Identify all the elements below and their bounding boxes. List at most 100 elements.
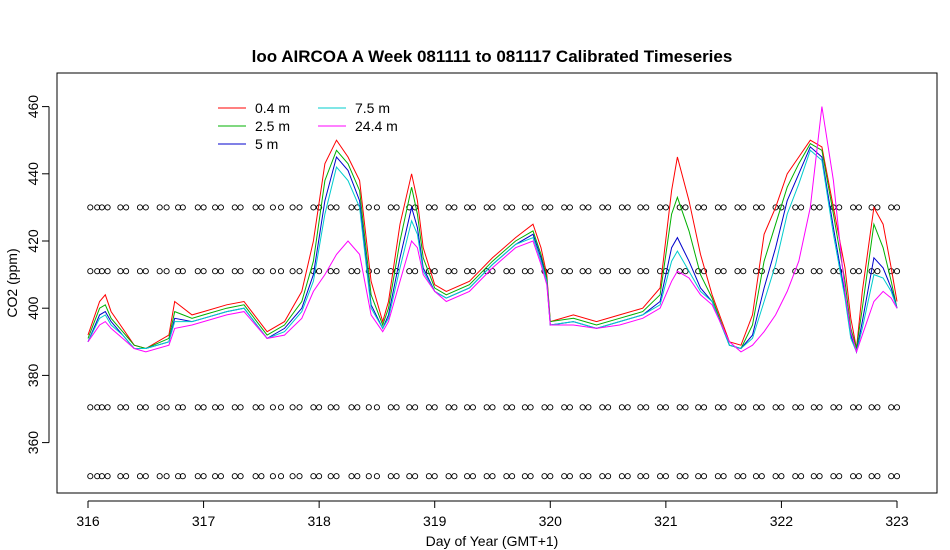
reference-marker-411-45 [509, 268, 516, 275]
y-tick-label-460: 460 [25, 95, 41, 119]
reference-marker-430-20 [269, 204, 276, 211]
reference-marker-350-33 [393, 473, 400, 480]
reference-marker-411-21 [277, 268, 285, 275]
reference-marker-370.5-63 [682, 404, 689, 411]
reference-marker-370.5-38 [445, 404, 452, 411]
reference-marker-370.5-80 [850, 404, 857, 411]
reference-marker-430-27 [333, 204, 340, 211]
reference-marker-411-35 [412, 268, 419, 275]
reference-marker-350-27 [333, 473, 340, 480]
y-tick-label-400: 400 [25, 296, 41, 320]
reference-marker-350-37 [431, 473, 438, 480]
reference-marker-370.5-10 [175, 404, 182, 411]
reference-marker-370.5-23 [296, 404, 303, 411]
reference-marker-350-31 [373, 473, 380, 480]
reference-marker-430-3 [104, 204, 111, 211]
reference-marker-411-54 [599, 268, 606, 275]
reference-marker-430-11 [179, 204, 186, 211]
reference-marker-350-13 [200, 473, 207, 480]
reference-marker-370.5-76 [810, 404, 817, 411]
reference-marker-411-15 [217, 268, 224, 275]
x-tick-label-321: 321 [654, 513, 678, 529]
reference-marker-350-40 [464, 473, 471, 480]
reference-marker-350-62 [676, 473, 683, 480]
reference-marker-411-77 [816, 268, 823, 275]
reference-marker-350-2 [98, 473, 105, 480]
reference-marker-430-51 [566, 204, 573, 211]
reference-marker-350-67 [720, 473, 727, 480]
reference-marker-430-52 [579, 204, 586, 211]
reference-marker-370.5-77 [816, 404, 823, 411]
reference-marker-430-71 [758, 204, 765, 211]
reference-marker-370.5-4 [117, 404, 124, 411]
reference-marker-370.5-24 [310, 404, 317, 411]
reference-marker-411-66 [714, 268, 721, 275]
reference-marker-350-68 [734, 473, 741, 480]
reference-marker-411-56 [618, 268, 625, 275]
reference-marker-370.5-84 [888, 404, 895, 411]
legend: 0.4 m 2.5 m 5 m 7.5 m 24.4 m [218, 100, 398, 152]
reference-marker-370.5-21 [277, 404, 285, 411]
reference-marker-350-58 [637, 473, 644, 480]
y-axis: 360 380 400 420 440 460 [25, 95, 50, 455]
reference-marker-430-67 [720, 204, 727, 211]
y-tick-label-360: 360 [25, 431, 41, 455]
reference-marker-350-80 [850, 473, 857, 480]
reference-marker-430-33 [393, 204, 400, 211]
reference-marker-430-6 [136, 204, 144, 211]
reference-marker-411-4 [117, 268, 124, 275]
reference-marker-350-0 [87, 473, 94, 480]
reference-marker-411-80 [850, 268, 857, 275]
legend-label-5-m: 5 m [255, 136, 278, 152]
reference-marker-430-53 [585, 204, 592, 211]
reference-marker-370.5-42 [483, 404, 490, 411]
reference-marker-430-59 [643, 204, 650, 211]
reference-marker-350-30 [365, 473, 372, 480]
reference-marker-430-85 [893, 204, 901, 211]
reference-marker-370.5-25 [316, 404, 323, 411]
reference-marker-430-41 [469, 204, 476, 211]
reference-marker-370.5-69 [740, 404, 747, 411]
reference-marker-430-2 [98, 204, 105, 211]
reference-marker-370.5-60 [657, 404, 664, 411]
reference-marker-430-42 [483, 204, 490, 211]
reference-marker-350-60 [657, 473, 664, 480]
reference-marker-350-8 [156, 473, 163, 480]
reference-marker-350-63 [682, 473, 689, 480]
reference-marker-411-23 [296, 268, 303, 275]
reference-marker-430-43 [489, 204, 496, 211]
reference-marker-411-68 [734, 268, 741, 275]
reference-marker-430-64 [695, 204, 702, 211]
reference-marker-370.5-27 [333, 404, 340, 411]
reference-marker-411-27 [333, 268, 340, 275]
reference-marker-370.5-36 [425, 404, 432, 411]
reference-marker-370.5-2 [98, 404, 105, 411]
reference-marker-411-65 [700, 268, 708, 275]
reference-marker-430-38 [445, 204, 452, 211]
plot-area [87, 106, 901, 480]
reference-marker-411-58 [637, 268, 644, 275]
reference-marker-370.5-44 [503, 404, 510, 411]
x-tick-label-323: 323 [885, 513, 909, 529]
reference-marker-370.5-37 [431, 404, 438, 411]
reference-marker-350-14 [212, 473, 219, 480]
reference-marker-411-1 [94, 268, 101, 275]
reference-marker-350-32 [387, 473, 394, 480]
reference-marker-430-74 [792, 204, 799, 211]
reference-marker-350-72 [772, 473, 779, 480]
reference-marker-411-29 [354, 268, 361, 275]
reference-marker-370.5-57 [624, 404, 631, 411]
reference-marker-430-0 [87, 204, 94, 211]
reference-marker-350-4 [117, 473, 124, 480]
reference-marker-370.5-18 [252, 404, 259, 411]
reference-marker-430-19 [258, 204, 265, 211]
reference-marker-430-50 [561, 204, 568, 211]
x-axis-label: Day of Year (GMT+1) [426, 533, 559, 549]
y-tick-label-440: 440 [25, 162, 41, 186]
reference-marker-411-26 [327, 268, 334, 275]
reference-marker-370.5-14 [212, 404, 219, 411]
reference-marker-350-28 [348, 473, 355, 480]
reference-marker-411-78 [830, 268, 837, 275]
reference-marker-370.5-16 [231, 404, 238, 411]
reference-marker-370.5-20 [269, 404, 276, 411]
